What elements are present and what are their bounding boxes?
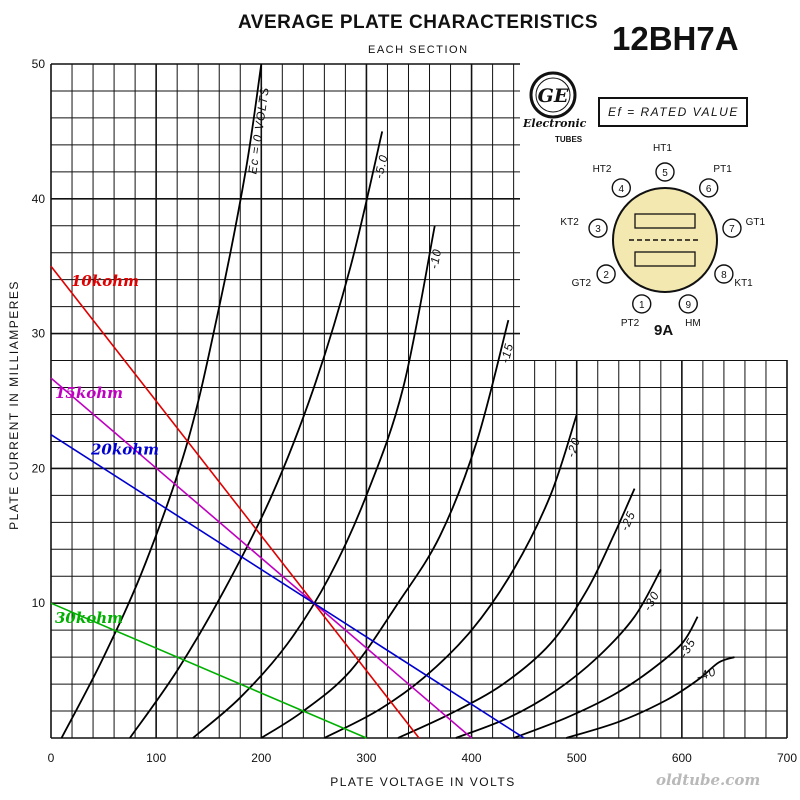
pin-number: 3 — [595, 224, 601, 235]
pin-number: 1 — [639, 300, 645, 311]
pin-label: GT1 — [745, 217, 766, 229]
x-tick-label: 300 — [356, 751, 376, 765]
pin-number: 5 — [662, 168, 668, 179]
ge-logo-icon: GE — [529, 71, 577, 119]
curve-label: -40 — [694, 664, 718, 684]
ef-note: Ef = RATED VALUE — [608, 105, 739, 119]
pin-circle — [699, 178, 719, 198]
plate-curve — [565, 656, 735, 739]
pin-label: HT1 — [653, 143, 672, 154]
chart-subtitle: EACH SECTION — [368, 44, 469, 56]
pin-number: 8 — [721, 270, 727, 281]
pin-circle — [588, 218, 608, 238]
curve-label: -15 — [498, 341, 517, 364]
pin-label: KT1 — [734, 278, 753, 289]
y-tick-label: 40 — [32, 192, 46, 206]
x-tick-label: 700 — [777, 751, 797, 765]
manufacturer-name: Electronic — [523, 117, 587, 130]
pin-circle — [714, 264, 734, 284]
x-tick-label: 500 — [567, 751, 587, 765]
x-tick-label: 200 — [251, 751, 271, 765]
curve-label: -5.0 — [372, 153, 391, 180]
plate-curve — [455, 569, 662, 739]
base-diagram: 1 2 3 4 5 6 7 8 9 — [588, 162, 742, 314]
load-line-label: 15kohm — [55, 384, 123, 402]
pin-label: PT1 — [713, 164, 732, 176]
base-type: 9A — [654, 322, 674, 339]
load-line — [50, 265, 420, 739]
load-lines: 10kohm 15kohm 20kohm 30kohm — [50, 265, 525, 739]
curve-label: -10 — [427, 247, 445, 270]
load-line-label: 10kohm — [71, 272, 139, 290]
load-line-label: 20kohm — [90, 441, 159, 459]
pin-number: 6 — [706, 184, 712, 195]
tube-type: 12BH7A — [612, 20, 739, 57]
pin-circle — [611, 178, 631, 198]
pin-number: 4 — [619, 184, 625, 195]
load-line-label: 30kohm — [55, 609, 123, 627]
plate-curve — [260, 319, 510, 739]
axis-ticks: 0 100 200 300 400 500 600 700 10 20 30 40 50 — [32, 57, 798, 765]
pin-label: HT2 — [592, 164, 612, 176]
chart-title: AVERAGE PLATE CHARACTERISTICS — [238, 12, 599, 33]
x-tick-label: 100 — [146, 751, 166, 765]
pin-circle — [632, 294, 652, 314]
x-tick-label: 600 — [672, 751, 692, 765]
manufacturer-sub: TUBES — [555, 135, 583, 144]
curve-label: -35 — [676, 636, 698, 661]
ef-note-box — [598, 97, 748, 127]
pin-label: HM — [685, 317, 701, 329]
plate-curve — [513, 616, 699, 739]
load-line — [50, 377, 473, 739]
watermark: oldtube.com — [656, 771, 761, 789]
x-tick-label: 400 — [462, 751, 482, 765]
pin-number: 2 — [603, 270, 609, 281]
ge-logo-text: GE — [538, 85, 569, 107]
y-axis-label: PLATE CURRENT IN MILLIAMPERES — [7, 280, 21, 530]
pin-label: PT2 — [620, 317, 640, 329]
plate-curve — [397, 488, 636, 739]
pin-circle — [722, 218, 742, 238]
plate-curve — [129, 131, 384, 739]
pin-label: GT2 — [571, 278, 592, 289]
pin-circle — [596, 264, 616, 284]
plate-element — [634, 213, 696, 229]
y-tick-label: 50 — [32, 57, 46, 71]
load-line — [50, 602, 367, 739]
y-tick-label: 20 — [32, 461, 46, 475]
pin-label: KT2 — [560, 217, 579, 229]
grid — [50, 63, 788, 739]
x-tick-label: 0 — [48, 751, 55, 765]
y-tick-label: 30 — [32, 327, 46, 341]
x-axis-label: PLATE VOLTAGE IN VOLTS — [330, 775, 515, 789]
pin-circle — [678, 294, 698, 314]
plate-curve — [192, 225, 436, 739]
pin-circle — [655, 162, 675, 182]
load-line — [50, 434, 525, 739]
curve-label: -25 — [617, 509, 638, 533]
plate-curve — [323, 414, 578, 739]
plate-element — [634, 251, 696, 267]
curve-label: -20 — [564, 435, 584, 459]
pin-number: 9 — [685, 300, 691, 311]
curve-label: -30 — [640, 589, 662, 614]
y-tick-label: 10 — [32, 596, 46, 610]
pin-number: 7 — [729, 224, 735, 235]
curve-label: Ec = 0 VOLTS — [245, 86, 272, 175]
